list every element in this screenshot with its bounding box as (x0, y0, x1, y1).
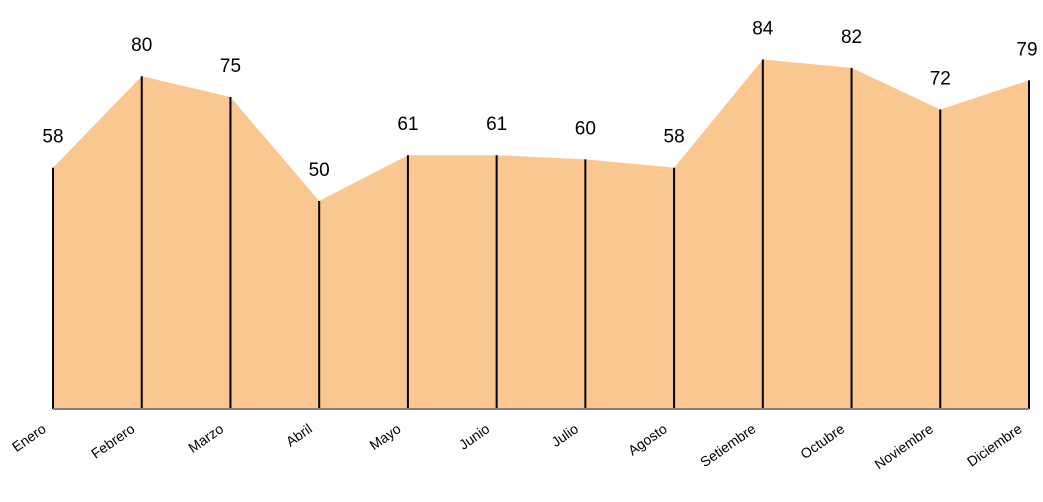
data-label-febrero: 80 (131, 35, 152, 56)
tick-label-mayo: Mayo (366, 420, 403, 453)
tick-label-setiembre: Setiembre (697, 420, 759, 470)
drop-lines (52, 59, 1030, 409)
tick-label-febrero: Febrero (88, 420, 138, 461)
data-label-setiembre: 84 (752, 19, 774, 40)
data-label-marzo: 75 (220, 56, 241, 77)
x-axis-tick-labels: Enero Febrero Marzo Abril Mayo Junio Julio Agos… (9, 420, 1025, 472)
data-label-diciembre: 79 (1016, 39, 1037, 60)
data-label-octubre: 82 (841, 27, 862, 48)
tick-label-octubre: Octubre (797, 420, 847, 462)
series-area (53, 59, 1029, 410)
data-label-agosto: 58 (664, 127, 685, 148)
tick-label-abril: Abril (283, 420, 315, 449)
tick-label-enero: Enero (9, 420, 49, 455)
data-labels: 58 80 75 50 61 61 60 58 84 82 72 79 (42, 19, 1037, 181)
data-label-noviembre: 72 (930, 68, 951, 89)
data-label-mayo: 61 (397, 114, 418, 135)
data-label-enero: 58 (42, 127, 63, 148)
data-label-abril: 50 (309, 160, 330, 181)
data-label-junio: 61 (486, 114, 507, 135)
tick-label-agosto: Agosto (625, 420, 670, 458)
tick-label-junio: Junio (456, 420, 493, 452)
area-layer (53, 59, 1029, 410)
tick-label-marzo: Marzo (185, 420, 226, 456)
tick-label-julio: Julio (548, 420, 581, 450)
tick-label-noviembre: Noviembre (871, 420, 936, 472)
tick-label-diciembre: Diciembre (964, 420, 1025, 469)
data-label-julio: 60 (575, 118, 596, 139)
